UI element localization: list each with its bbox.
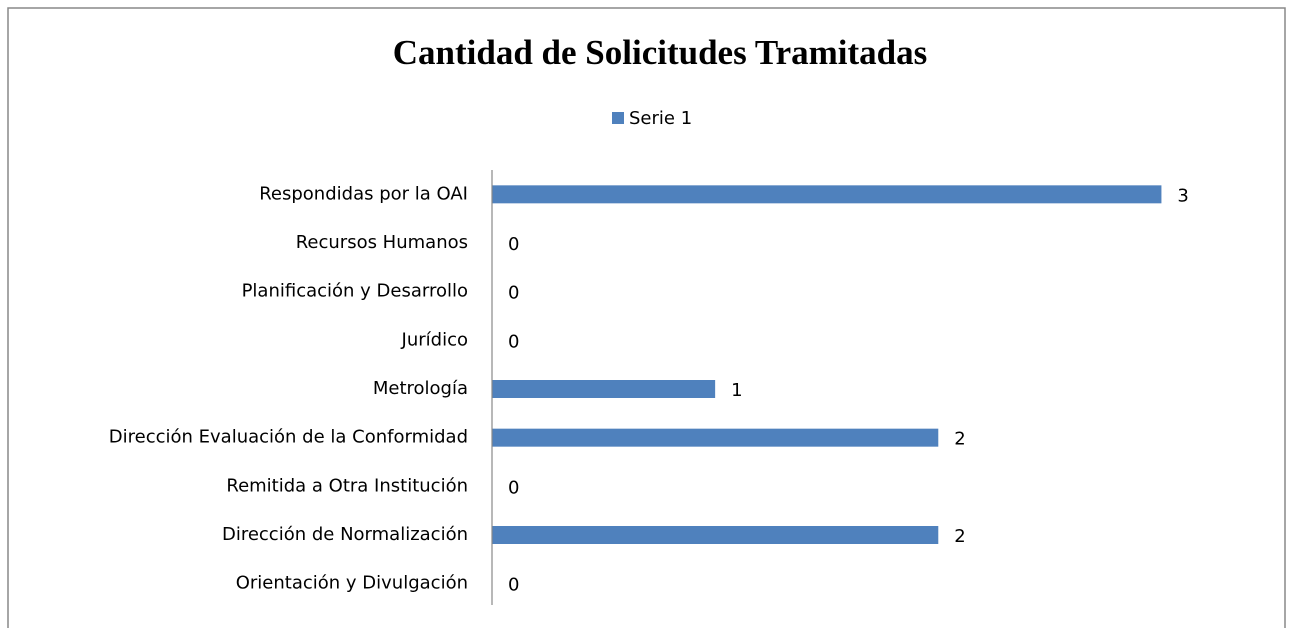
- bar: [492, 526, 939, 544]
- data-label: 0: [508, 477, 519, 498]
- bar: [492, 380, 716, 398]
- data-label: 0: [508, 331, 519, 352]
- data-label: 0: [508, 283, 519, 304]
- data-label: 0: [508, 575, 519, 596]
- legend-label: Serie 1: [629, 108, 692, 129]
- y-tick-label: Metrología: [373, 378, 468, 399]
- y-tick-label: Recursos Humanos: [296, 232, 468, 253]
- chart-frame: [7, 7, 1286, 628]
- data-label: 1: [731, 380, 742, 401]
- chart-title: Cantidad de Solicitudes Tramitadas: [393, 33, 928, 72]
- legend-swatch: [612, 112, 624, 124]
- data-label: 0: [508, 234, 519, 255]
- y-tick-label: Planificación y Desarrollo: [242, 281, 468, 302]
- y-tick-label: Jurídico: [401, 329, 468, 350]
- y-tick-label: Remitida a Otra Institución: [226, 475, 468, 496]
- y-tick-label: Dirección de Normalización: [222, 524, 468, 545]
- bar: [492, 185, 1162, 204]
- data-label: 2: [954, 429, 965, 450]
- data-label: 2: [954, 526, 965, 547]
- y-tick-label: Respondidas por la OAI: [259, 183, 468, 204]
- bar: [492, 428, 939, 447]
- y-tick-label: Dirección Evaluación de la Conformidad: [109, 427, 468, 448]
- y-tick-label: Orientación y Divulgación: [236, 573, 468, 594]
- data-label: 3: [1177, 185, 1188, 206]
